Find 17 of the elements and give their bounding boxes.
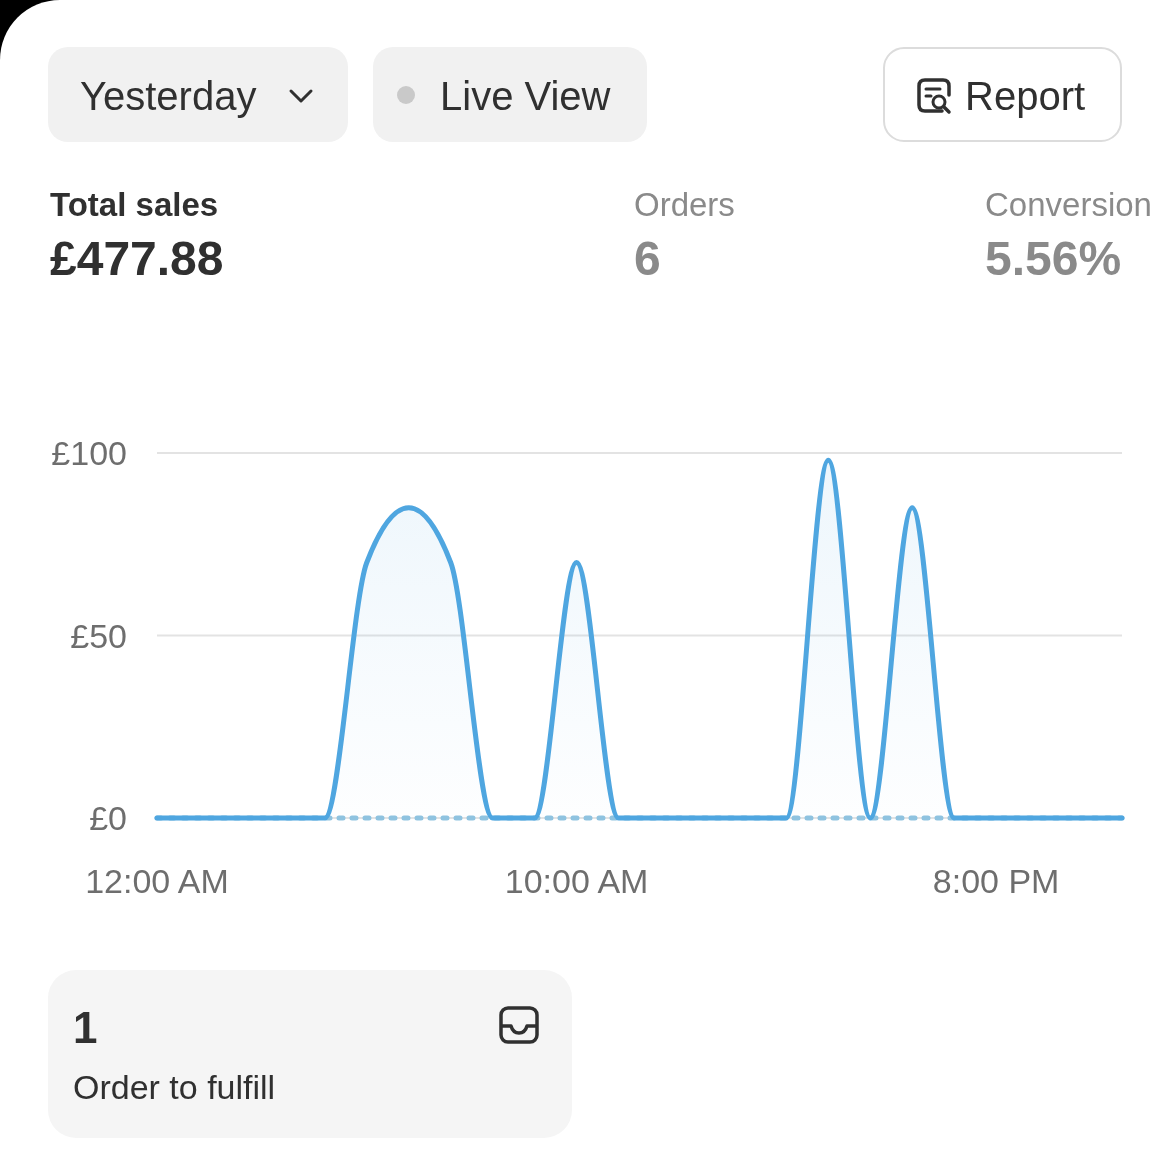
x-tick-label: 8:00 PM — [932, 862, 1060, 900]
text: 5.56% — [985, 232, 1122, 285]
y-tick-label: £50 — [70, 616, 127, 655]
text: Yesterday — [80, 74, 257, 118]
text: £477.88 — [50, 232, 224, 285]
text: Live View — [440, 74, 611, 118]
text: Orders — [634, 186, 735, 223]
x-tick-label: 12:00 AM — [85, 862, 229, 900]
x-tick-label: 10:00 AM — [504, 862, 649, 900]
text: 1 — [73, 1003, 98, 1052]
text: Report — [965, 74, 1086, 118]
text: Total sales — [50, 186, 219, 223]
text: Conversion — [985, 186, 1152, 223]
y-tick-label: £0 — [89, 799, 127, 837]
y-tick-label: £100 — [51, 434, 127, 472]
text: Order to fulfill — [73, 1068, 276, 1106]
text: 6 — [634, 232, 661, 285]
